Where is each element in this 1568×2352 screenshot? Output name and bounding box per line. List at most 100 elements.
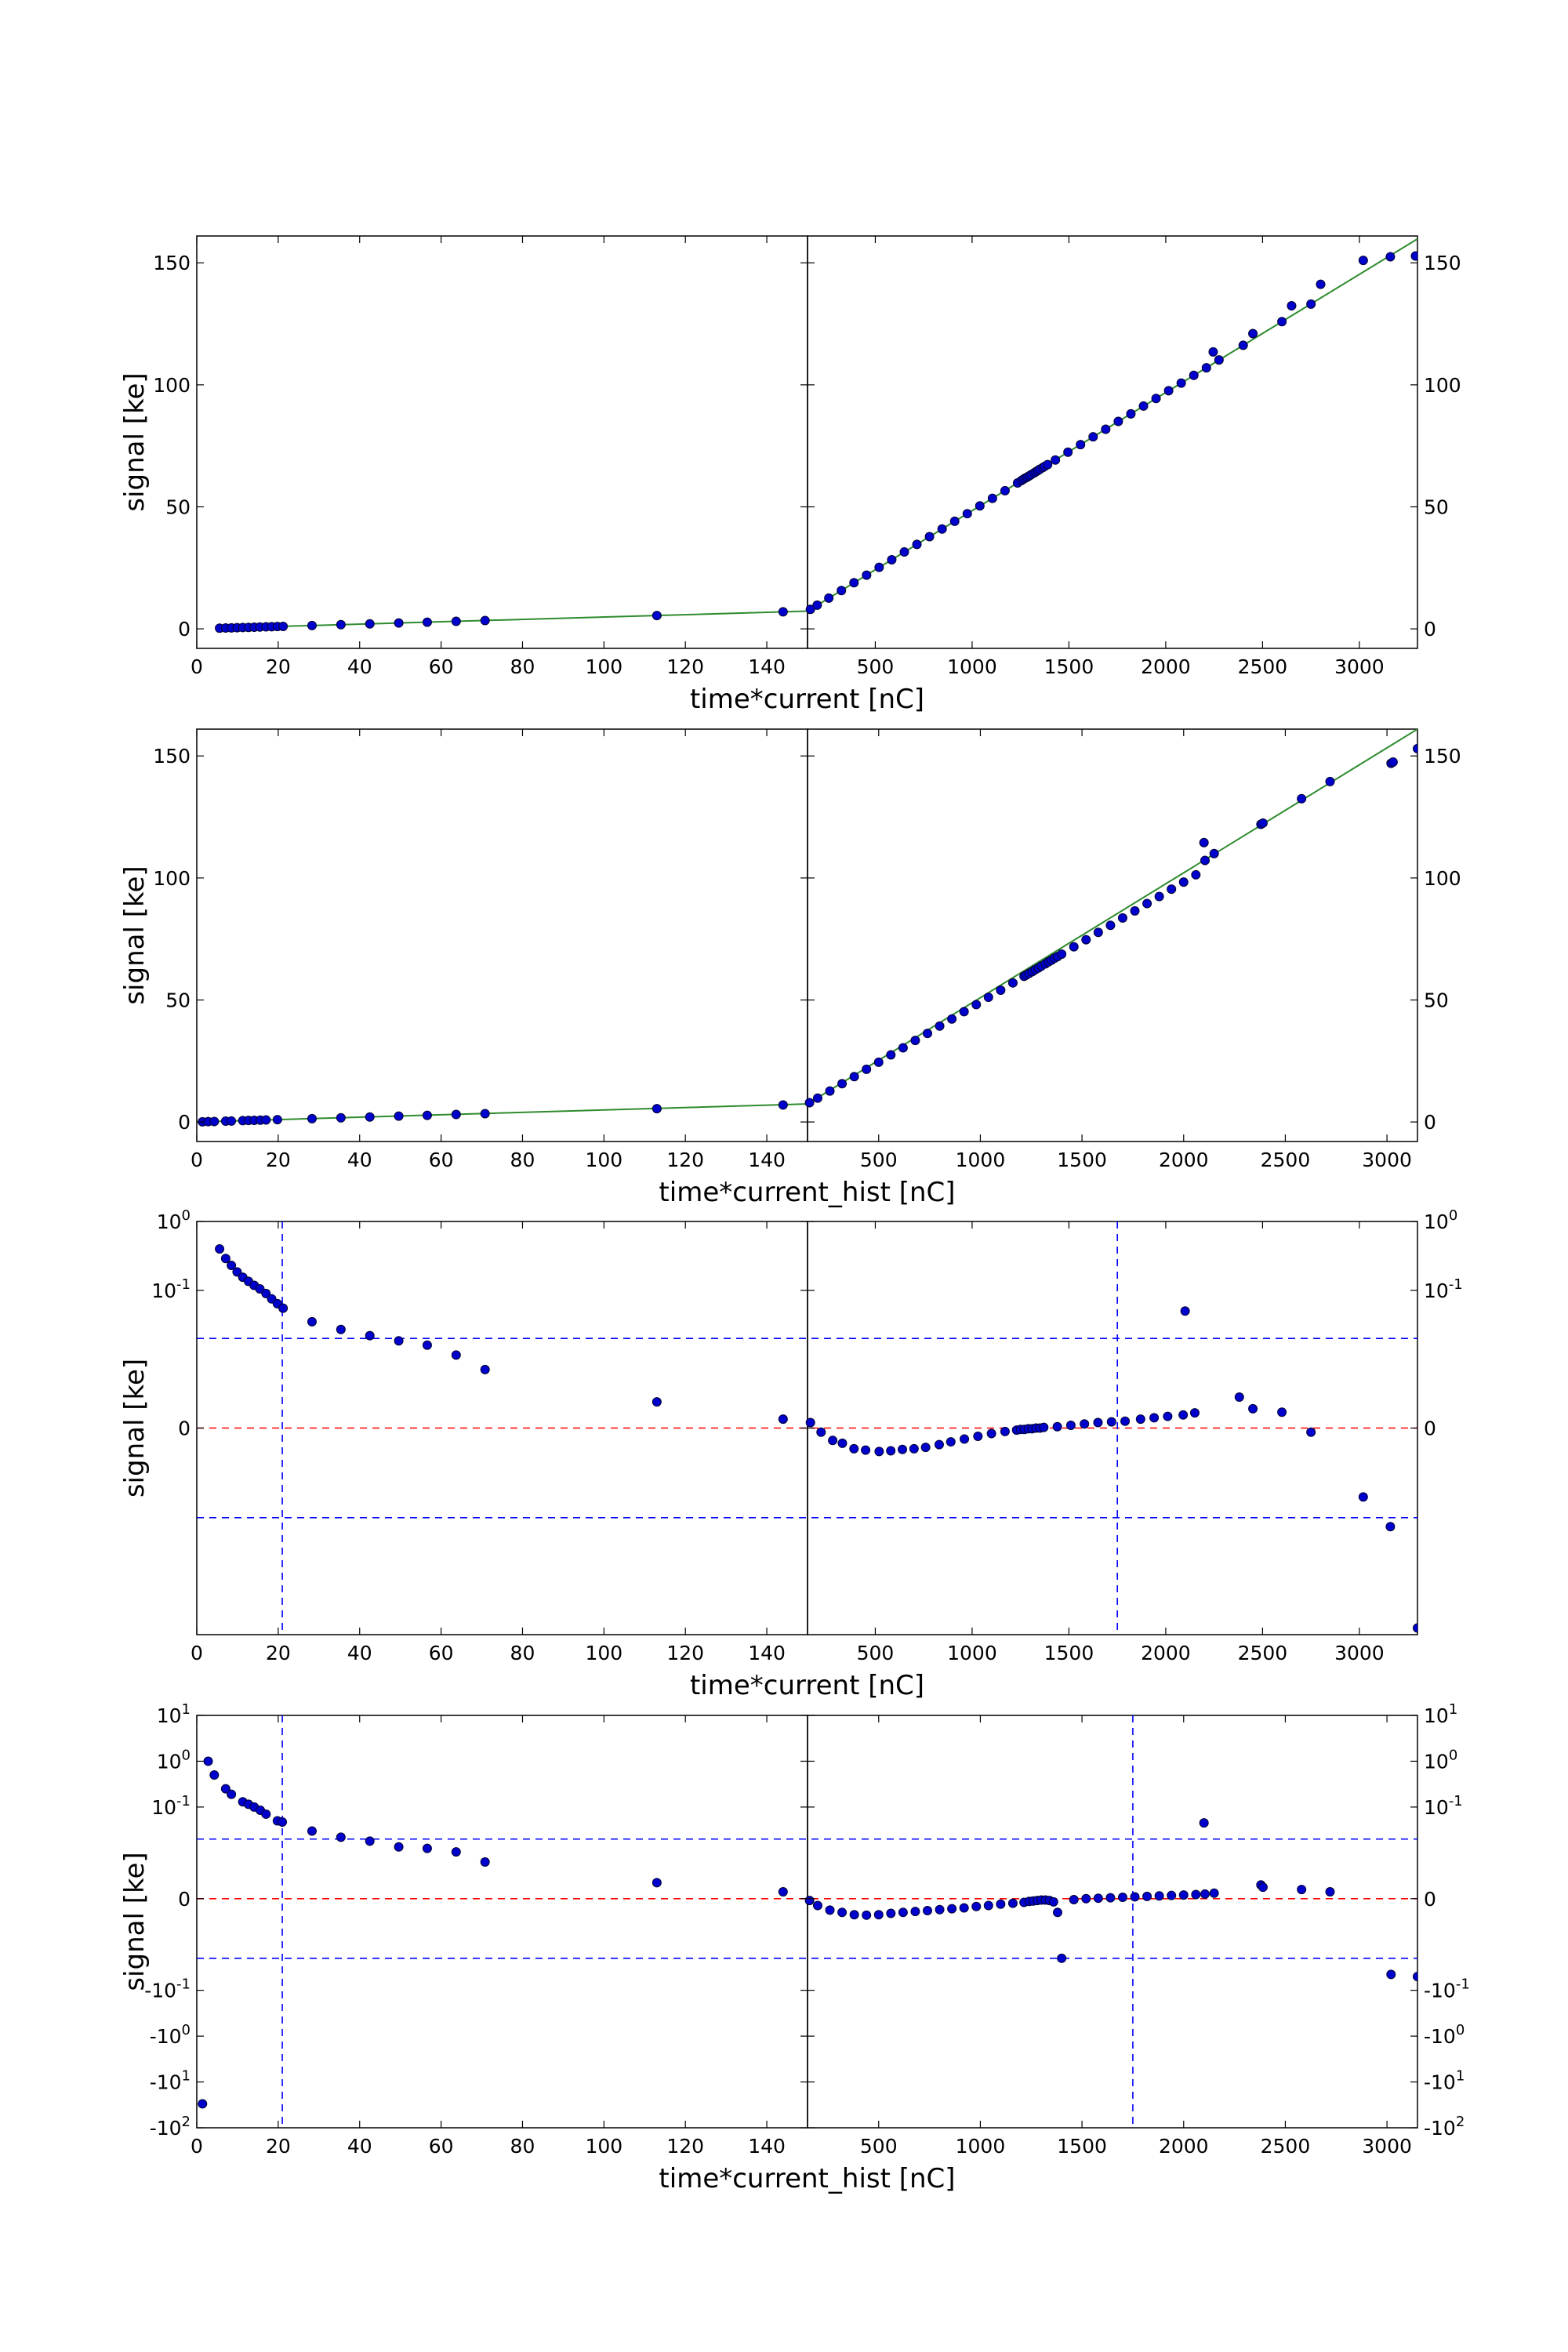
y-tick-label: 100 bbox=[153, 374, 191, 397]
x-tick-label: 60 bbox=[429, 1149, 454, 1171]
data-point bbox=[886, 1908, 896, 1918]
x-tick-label: 40 bbox=[347, 1642, 372, 1664]
data-point bbox=[886, 1050, 896, 1060]
y-tick-label: 0 bbox=[178, 1888, 191, 1911]
data-point bbox=[422, 1843, 432, 1853]
data-point bbox=[1191, 869, 1201, 880]
data-point bbox=[1052, 1421, 1062, 1432]
data-point bbox=[1306, 1427, 1316, 1437]
data-point bbox=[971, 1000, 982, 1010]
y-tick-label-right: 100 bbox=[1424, 1207, 1457, 1233]
x-axis-label: time*current [nC] bbox=[690, 1670, 924, 1701]
x-tick-label: 1000 bbox=[956, 2135, 1006, 2158]
data-point bbox=[1413, 1623, 1417, 1633]
data-point bbox=[1154, 891, 1164, 902]
data-point bbox=[1130, 1892, 1140, 1902]
axes-left-frame bbox=[196, 728, 808, 1142]
data-point bbox=[232, 1267, 242, 1277]
data-point bbox=[1130, 906, 1140, 916]
x-tick-label: 140 bbox=[748, 2135, 786, 2158]
data-point bbox=[307, 1316, 317, 1327]
data-point bbox=[873, 1910, 884, 1920]
y-tick-label: 10-1 bbox=[151, 1793, 191, 1819]
data-point bbox=[804, 1896, 815, 1906]
x-tick-label: 100 bbox=[585, 1642, 622, 1664]
x-tick-label: 1500 bbox=[1057, 1149, 1107, 1171]
data-point bbox=[849, 1443, 859, 1454]
data-point bbox=[278, 621, 289, 631]
data-point bbox=[203, 1756, 213, 1766]
chart-panel-3: 100 100 10-1 10-1 0 0 0 20 40 60 80 100 120 140 500 100… bbox=[119, 1207, 1463, 1701]
x-tick-label: 120 bbox=[666, 1149, 704, 1171]
data-point bbox=[422, 1340, 432, 1350]
data-point bbox=[920, 1443, 931, 1453]
data-point bbox=[862, 1064, 872, 1074]
x-tick-label: 80 bbox=[510, 1149, 535, 1171]
data-point bbox=[1178, 1410, 1189, 1420]
data-point bbox=[1138, 401, 1149, 411]
y-axis-label: signal [ke] bbox=[119, 1359, 151, 1497]
data-point bbox=[1113, 416, 1123, 426]
data-point bbox=[898, 1444, 908, 1454]
y-tick-label: 101 bbox=[157, 1701, 191, 1727]
x-tick-label: 80 bbox=[510, 655, 535, 678]
data-point bbox=[1105, 920, 1116, 931]
data-point bbox=[1189, 1408, 1200, 1418]
data-point bbox=[480, 1364, 490, 1374]
data-point bbox=[480, 615, 490, 626]
x-tick-label: 100 bbox=[585, 655, 622, 678]
x-tick-label: 2000 bbox=[1141, 655, 1191, 678]
data-point bbox=[451, 1350, 461, 1360]
x-tick-label: 100 bbox=[585, 2135, 622, 2158]
y-tick-label: -10-1 bbox=[144, 1976, 191, 2002]
x-tick-label: 20 bbox=[266, 1149, 291, 1171]
data-point bbox=[227, 1116, 237, 1126]
data-point bbox=[272, 1115, 282, 1125]
x-tick-label: 0 bbox=[191, 2135, 203, 2158]
data-point bbox=[837, 1438, 848, 1448]
data-point bbox=[935, 1021, 945, 1031]
y-axis-label: signal [ke] bbox=[119, 372, 151, 511]
data-point bbox=[983, 1900, 993, 1911]
data-point bbox=[1178, 1890, 1189, 1900]
data-point bbox=[451, 1847, 461, 1857]
data-point bbox=[261, 1115, 271, 1125]
axes-right-frame bbox=[807, 1715, 1418, 2129]
data-point bbox=[959, 1007, 969, 1017]
data-point bbox=[451, 1109, 461, 1120]
x-tick-label: 1500 bbox=[1057, 2135, 1107, 2158]
data-point bbox=[1297, 1885, 1307, 1895]
data-point bbox=[336, 619, 346, 630]
data-point bbox=[824, 593, 834, 603]
axes-left-frame bbox=[196, 1715, 808, 2129]
data-point bbox=[1358, 1492, 1368, 1502]
data-point bbox=[947, 1904, 957, 1914]
x-tick-label: 60 bbox=[429, 655, 454, 678]
data-point bbox=[1306, 299, 1316, 309]
y-tick-label: 50 bbox=[165, 989, 191, 1011]
y-tick-label-right: 150 bbox=[1424, 252, 1461, 274]
data-point bbox=[778, 1887, 788, 1897]
data-point bbox=[1248, 328, 1258, 339]
data-point bbox=[198, 2099, 208, 2109]
x-tick-label: 2500 bbox=[1261, 2135, 1311, 2158]
data-point bbox=[937, 524, 947, 534]
data-point bbox=[652, 611, 662, 621]
data-point bbox=[1069, 942, 1079, 952]
data-point bbox=[1214, 355, 1224, 365]
y-tick-label-right: 100 bbox=[1424, 867, 1461, 890]
data-point bbox=[1189, 370, 1199, 380]
data-point bbox=[1069, 1894, 1079, 1904]
data-point bbox=[1277, 317, 1287, 327]
data-point bbox=[1052, 1907, 1062, 1918]
data-point bbox=[837, 1079, 848, 1089]
data-point bbox=[778, 607, 788, 617]
data-point bbox=[480, 1857, 490, 1867]
y-tick-label: -102 bbox=[150, 2114, 191, 2140]
data-point bbox=[1105, 1893, 1116, 1903]
y-tick-label-right: 10-1 bbox=[1424, 1276, 1463, 1302]
data-point bbox=[837, 586, 847, 596]
